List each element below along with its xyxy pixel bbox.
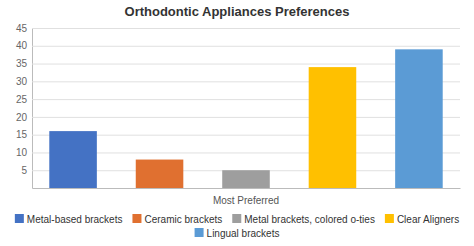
legend-item: Ceramic brackets <box>132 214 222 225</box>
bar <box>309 67 357 188</box>
bar <box>395 49 443 188</box>
bar <box>49 131 97 188</box>
tick: 20 <box>16 112 460 123</box>
tick-label: 35 <box>16 58 28 69</box>
tick: 30 <box>16 76 460 87</box>
tick-label: 20 <box>16 112 28 123</box>
y-axis: 5 10 15 20 25 30 35 40 45 <box>16 23 460 189</box>
tick: 45 <box>16 23 460 34</box>
grid-line <box>32 46 460 47</box>
tick-label: 40 <box>16 40 28 51</box>
bars <box>49 49 442 188</box>
legend-label: Metal brackets, colored o-ties <box>244 214 375 225</box>
x-axis <box>33 188 461 189</box>
x-axis-title: Most Preferred <box>213 195 279 206</box>
legend-swatch <box>232 214 241 223</box>
grid-line <box>32 28 460 29</box>
tick-label: 25 <box>16 94 28 105</box>
tick-label: 30 <box>16 76 28 87</box>
y-axis-line <box>32 29 33 189</box>
chart: Orthodontic Appliances Preferences Metal-… <box>0 0 474 246</box>
tick: 35 <box>16 58 460 69</box>
tick: 40 <box>16 40 460 51</box>
legend-item: Metal-based brackets <box>15 214 123 225</box>
chart-container: Orthodontic Appliances Preferences Metal-… <box>0 0 474 246</box>
legend-label: Lingual brackets <box>207 228 280 239</box>
legend-item: Clear Aligners <box>385 214 459 225</box>
legend-item: Lingual brackets <box>195 228 280 239</box>
bar <box>136 160 184 188</box>
legend-swatch <box>195 228 204 237</box>
x-axis-line <box>33 188 461 189</box>
tick-label: 15 <box>16 129 28 140</box>
bar <box>222 170 270 188</box>
legend-swatch <box>15 214 24 223</box>
legend: Metal-based brackets Ceramic brackets Meta… <box>15 214 459 239</box>
tick-label: 5 <box>21 165 27 176</box>
legend-swatch <box>132 214 141 223</box>
legend-swatch <box>385 214 394 223</box>
tick-label: 10 <box>16 147 28 158</box>
plot-area: 5 10 15 20 25 30 35 40 45 Most Preferred <box>16 23 461 206</box>
legend-label: Ceramic brackets <box>144 214 222 225</box>
legend-item: Metal brackets, colored o-ties <box>232 214 375 225</box>
legend-label: Metal-based brackets <box>27 214 123 225</box>
legend-label: Clear Aligners <box>397 214 459 225</box>
tick-label: 45 <box>16 23 28 34</box>
title: Orthodontic Appliances Preferences <box>125 4 350 19</box>
tick: 25 <box>16 94 460 105</box>
